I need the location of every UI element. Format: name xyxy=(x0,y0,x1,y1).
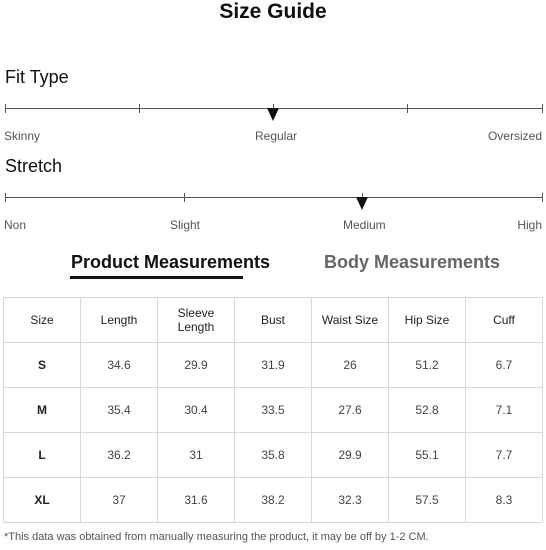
footnote: *This data was obtained from manually me… xyxy=(4,531,429,543)
stretch-option-high: High xyxy=(517,218,542,232)
fit-type-label: Fit Type xyxy=(5,67,69,87)
measurements-table: Size Length Sleeve Length Bust Waist Siz… xyxy=(3,297,543,523)
table-header-row: Size Length Sleeve Length Bust Waist Siz… xyxy=(3,297,543,343)
table-cell: 6.7 xyxy=(465,342,543,388)
table-cell: 57.5 xyxy=(388,477,466,523)
stretch-tick xyxy=(184,193,185,202)
table-cell: 30.4 xyxy=(157,387,235,433)
active-tab-indicator xyxy=(70,276,243,279)
fit-type-tick xyxy=(407,104,408,113)
table-cell: 7.1 xyxy=(465,387,543,433)
header-bust: Bust xyxy=(234,297,312,343)
table-cell: 29.9 xyxy=(157,342,235,388)
size-cell: XL xyxy=(3,477,81,523)
table-cell: 7.7 xyxy=(465,432,543,478)
table-cell: 55.1 xyxy=(388,432,466,478)
table-row: L 36.2 31 35.8 29.9 55.1 7.7 xyxy=(3,432,543,478)
stretch-marker-icon xyxy=(356,197,368,210)
fit-type-tick xyxy=(5,104,6,113)
table-cell: 31.6 xyxy=(157,477,235,523)
table-cell: 27.6 xyxy=(311,387,389,433)
fit-type-option-regular: Regular xyxy=(255,129,298,143)
header-sleeve-length: Sleeve Length xyxy=(157,297,235,343)
table-cell: 52.8 xyxy=(388,387,466,433)
size-cell: S xyxy=(3,342,81,388)
table-row: XL 37 31.6 38.2 32.3 57.5 8.3 xyxy=(3,477,543,523)
table-row: M 35.4 30.4 33.5 27.6 52.8 7.1 xyxy=(3,387,543,433)
page-title: Size Guide xyxy=(219,0,327,23)
header-hip-size: Hip Size xyxy=(388,297,466,343)
header-length: Length xyxy=(80,297,158,343)
table-cell: 33.5 xyxy=(234,387,312,433)
table-cell: 35.8 xyxy=(234,432,312,478)
stretch-tick xyxy=(5,193,6,202)
table-cell: 36.2 xyxy=(80,432,158,478)
stretch-label: Stretch xyxy=(5,156,63,176)
stretch-tick xyxy=(542,193,543,202)
fit-type-tick xyxy=(542,104,543,113)
size-cell: M xyxy=(3,387,81,433)
table-cell: 31 xyxy=(157,432,235,478)
header-cuff: Cuff xyxy=(465,297,543,343)
fit-type-option-skinny: Skinny xyxy=(4,129,41,143)
header-size: Size xyxy=(3,297,81,343)
tab-body-measurements[interactable]: Body Measurements xyxy=(324,252,501,272)
header-waist-size: Waist Size xyxy=(311,297,389,343)
table-row: S 34.6 29.9 31.9 26 51.2 6.7 xyxy=(3,342,543,388)
stretch-option-medium: Medium xyxy=(343,218,386,232)
fit-type-marker-icon xyxy=(267,108,279,121)
table-cell: 29.9 xyxy=(311,432,389,478)
table-cell: 34.6 xyxy=(80,342,158,388)
table-cell: 35.4 xyxy=(80,387,158,433)
stretch-option-slight: Slight xyxy=(170,218,201,232)
stretch-line xyxy=(5,197,543,198)
table-cell: 8.3 xyxy=(465,477,543,523)
table-cell: 38.2 xyxy=(234,477,312,523)
table-cell: 37 xyxy=(80,477,158,523)
tab-product-measurements[interactable]: Product Measurements xyxy=(71,252,271,272)
stretch-option-non: Non xyxy=(4,218,27,232)
table-cell: 31.9 xyxy=(234,342,312,388)
table-cell: 32.3 xyxy=(311,477,389,523)
table-cell: 26 xyxy=(311,342,389,388)
table-cell: 51.2 xyxy=(388,342,466,388)
fit-type-tick xyxy=(139,104,140,113)
fit-type-option-oversized: Oversized xyxy=(487,129,542,143)
size-cell: L xyxy=(3,432,81,478)
